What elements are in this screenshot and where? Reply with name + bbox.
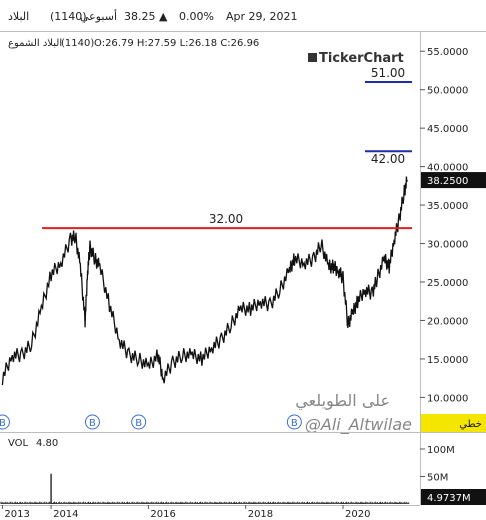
current-price-tag: 38.2500 <box>421 172 486 189</box>
trendline-tag[interactable]: خطي <box>421 414 486 432</box>
time-tick-label: 2014 <box>53 509 78 520</box>
trendline-tag-label: خطي <box>459 419 482 430</box>
change-up-icon: ▲ <box>159 10 168 23</box>
symbol-code: (1140) <box>50 10 87 23</box>
event-marker-circle[interactable] <box>84 414 100 430</box>
event-marker-label: B <box>89 418 96 429</box>
volume-current-tag: 4.9737M <box>421 489 486 505</box>
series-label: البلاد الشموع <box>8 38 62 49</box>
price-tick-label: 20.0000 <box>427 316 468 327</box>
volume-bars <box>0 473 410 504</box>
level-label-42.00: 42.00 <box>371 152 405 166</box>
price-tag-label: 38.2500 <box>427 176 468 187</box>
time-tick-label: 2013 <box>4 509 29 520</box>
volume-tick-label: 50M <box>427 473 448 484</box>
price-pane[interactable]: البلاد الشموع (1140) O:26.79 H:27.59 L:2… <box>0 32 486 505</box>
price-tick-label: 45.0000 <box>427 124 468 135</box>
event-marker-circle[interactable] <box>286 414 302 430</box>
brand-name: TickerChart <box>319 51 404 66</box>
event-marker-label: B <box>0 418 6 429</box>
volume-label: VOL <box>8 438 29 449</box>
volume-tag-label: 4.9737M <box>427 493 471 504</box>
header-bar: البلاد (1140) أسبوعي 38.25 ▲ 0.00% Apr 2… <box>0 0 486 32</box>
price-tick-label: 40.0000 <box>427 163 468 174</box>
ohlc-readout: O:26.79 H:27.59 L:26.18 C:26.96 <box>94 38 259 49</box>
interval-label[interactable]: أسبوعي <box>80 9 117 23</box>
price-tick-label: 55.0000 <box>427 47 468 58</box>
level-lines[interactable]: 32.00 42.00 51.00 <box>42 66 412 230</box>
last-price: 38.25 <box>124 10 156 23</box>
level-label-51.00: 51.00 <box>371 66 405 80</box>
event-marker-circle[interactable] <box>131 414 147 430</box>
time-axis: 2013 2014 2016 2018 2020 <box>1 505 370 520</box>
brand-logo: TickerChart <box>308 51 404 66</box>
price-tick-label: 35.0000 <box>427 201 468 212</box>
price-line <box>1 176 408 386</box>
event-marker-label: B <box>291 418 298 429</box>
price-tick-label: 25.0000 <box>427 278 468 289</box>
volume-pane[interactable]: VOL 4.80 100M 50M 4.9737M <box>0 432 486 506</box>
volume-tick-label: 100M <box>427 445 455 456</box>
watermark: على الطويلعي @Ali_Altwilae <box>295 391 412 435</box>
time-tick-label: 2018 <box>248 509 273 520</box>
price-tick-label: 15.0000 <box>427 355 468 366</box>
event-marker-label: B <box>135 418 142 429</box>
price-tag-bg <box>421 172 486 189</box>
quote-date: Apr 29, 2021 <box>226 10 298 23</box>
time-tick-label: 2016 <box>150 509 175 520</box>
price-series <box>1 176 408 386</box>
price-tick-label: 10.0000 <box>427 393 468 404</box>
symbol-name: البلاد <box>8 10 29 23</box>
watermark-handle: @Ali_Altwilae <box>305 415 412 435</box>
event-marker-circle[interactable] <box>0 414 10 430</box>
price-tick-label: 30.0000 <box>427 240 468 251</box>
time-tick-label: 2020 <box>345 509 370 520</box>
change-percent: 0.00% <box>179 10 214 23</box>
price-tick-label: 50.0000 <box>427 86 468 97</box>
volume-tag-bg <box>421 489 486 505</box>
volume-axis: 100M 50M <box>420 445 455 484</box>
price-axis: 55.0000 50.0000 45.0000 40.0000 35.0000 30.00… <box>420 47 468 404</box>
series-code: (1140) <box>61 38 94 49</box>
watermark-arabic: على الطويلعي <box>295 391 390 411</box>
time-axis-area: 2013 2014 2016 2018 2020 <box>0 505 420 520</box>
level-label-32.00: 32.00 <box>209 212 243 226</box>
volume-value: 4.80 <box>36 438 58 449</box>
